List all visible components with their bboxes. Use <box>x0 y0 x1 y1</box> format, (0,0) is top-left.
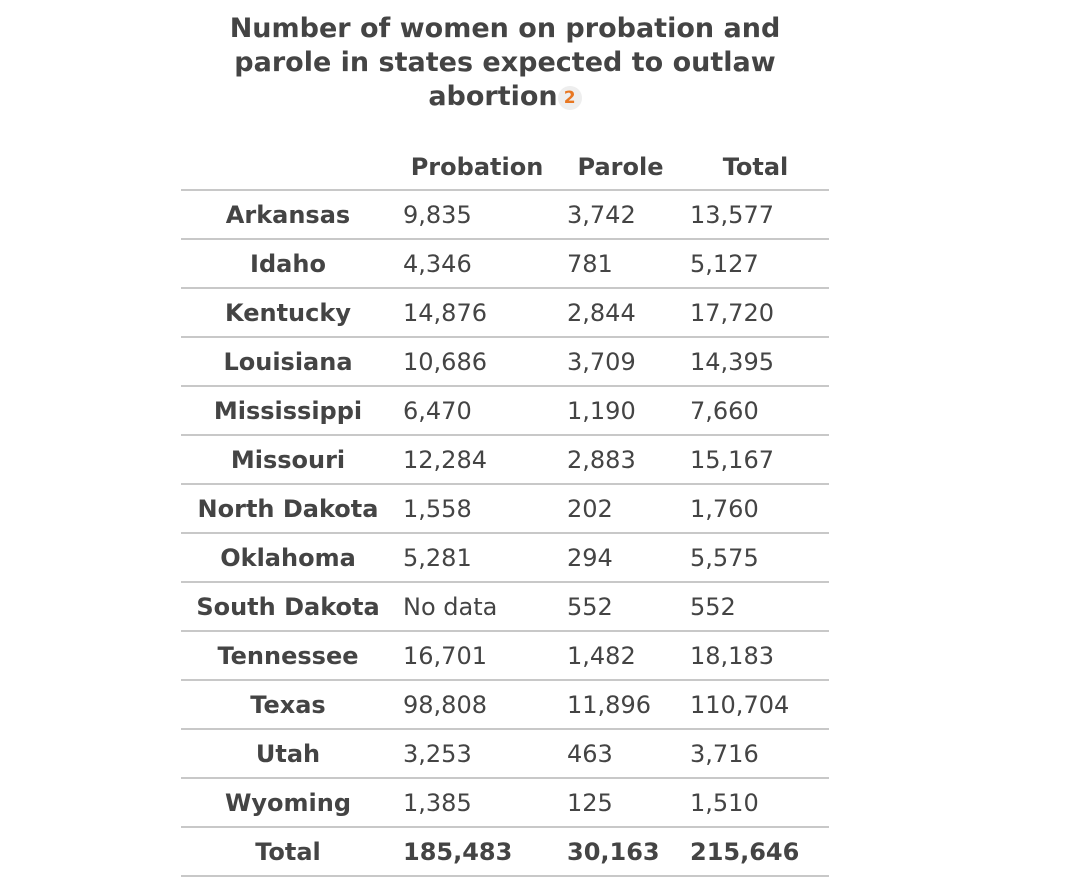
table-body: Arkansas 9,835 3,742 13,577 Idaho 4,346 781 5,1… <box>181 190 829 877</box>
state-cell: Utah <box>181 729 395 779</box>
state-cell: Idaho <box>181 239 395 289</box>
value-cell: 9,835 <box>395 190 559 240</box>
value-cell: 13,577 <box>682 190 829 240</box>
value-cell: 16,701 <box>395 631 559 681</box>
state-cell: Texas <box>181 680 395 730</box>
state-cell: Wyoming <box>181 778 395 828</box>
value-cell: 14,876 <box>395 288 559 338</box>
value-cell: 2,844 <box>559 288 682 338</box>
state-cell: Kentucky <box>181 288 395 338</box>
table-row: Mississippi 6,470 1,190 7,660 <box>181 386 829 436</box>
header-cell <box>181 145 395 191</box>
table-row: Texas 98,808 11,896 110,704 <box>181 680 829 730</box>
state-cell: Oklahoma <box>181 533 395 583</box>
value-cell: 110,704 <box>682 680 829 730</box>
value-cell: 1,760 <box>682 484 829 534</box>
value-cell: 5,575 <box>682 533 829 583</box>
value-cell: 1,385 <box>395 778 559 828</box>
value-cell: 125 <box>559 778 682 828</box>
state-cell: Missouri <box>181 435 395 485</box>
value-cell: 3,253 <box>395 729 559 779</box>
state-cell: Mississippi <box>181 386 395 436</box>
value-cell: 552 <box>559 582 682 632</box>
value-cell: 6,470 <box>395 386 559 436</box>
table-row: Arkansas 9,835 3,742 13,577 <box>181 190 829 240</box>
table-row: North Dakota 1,558 202 1,760 <box>181 484 829 534</box>
table-row: South Dakota No data 552 552 <box>181 582 829 632</box>
value-cell: 463 <box>559 729 682 779</box>
state-cell: Total <box>181 827 395 877</box>
state-cell: Arkansas <box>181 190 395 240</box>
value-cell: 12,284 <box>395 435 559 485</box>
value-cell: 5,127 <box>682 239 829 289</box>
state-cell: Louisiana <box>181 337 395 387</box>
table-row: Louisiana 10,686 3,709 14,395 <box>181 337 829 387</box>
value-cell: 552 <box>682 582 829 632</box>
value-cell: 1,482 <box>559 631 682 681</box>
value-cell: 3,709 <box>559 337 682 387</box>
value-cell: 98,808 <box>395 680 559 730</box>
value-cell: 1,558 <box>395 484 559 534</box>
value-cell: 2,883 <box>559 435 682 485</box>
state-cell: South Dakota <box>181 582 395 632</box>
header-cell: Probation <box>395 145 559 191</box>
value-cell: 3,742 <box>559 190 682 240</box>
title: Number of women on probation and parole … <box>229 13 781 112</box>
value-cell: 185,483 <box>395 827 559 877</box>
value-cell: 5,281 <box>395 533 559 583</box>
data-table: Probation Parole Total Arkansas 9,835 3,742 1… <box>181 145 829 877</box>
value-cell: 18,183 <box>682 631 829 681</box>
value-cell: No data <box>395 582 559 632</box>
table-row: Missouri 12,284 2,883 15,167 <box>181 435 829 485</box>
header-row: Probation Parole Total <box>181 145 829 191</box>
value-cell: 781 <box>559 239 682 289</box>
value-cell: 7,660 <box>682 386 829 436</box>
value-cell: 294 <box>559 533 682 583</box>
value-cell: 1,510 <box>682 778 829 828</box>
value-cell: 4,346 <box>395 239 559 289</box>
value-cell: 14,395 <box>682 337 829 387</box>
value-cell: 202 <box>559 484 682 534</box>
value-cell: 10,686 <box>395 337 559 387</box>
value-cell: 30,163 <box>559 827 682 877</box>
title-block: Number of women on probation and parole … <box>200 12 810 114</box>
table-row: Kentucky 14,876 2,844 17,720 <box>181 288 829 338</box>
value-cell: 215,646 <box>682 827 829 877</box>
table-row: Oklahoma 5,281 294 5,575 <box>181 533 829 583</box>
table-row: Idaho 4,346 781 5,127 <box>181 239 829 289</box>
value-cell: 11,896 <box>559 680 682 730</box>
value-cell: 15,167 <box>682 435 829 485</box>
state-cell: Tennessee <box>181 631 395 681</box>
value-cell: 1,190 <box>559 386 682 436</box>
header-cell: Total <box>682 145 829 191</box>
header-cell: Parole <box>559 145 682 191</box>
state-cell: North Dakota <box>181 484 395 534</box>
table-row: Tennessee 16,701 1,482 18,183 <box>181 631 829 681</box>
footnote-marker[interactable]: 2 <box>557 86 582 110</box>
table-row: Wyoming 1,385 125 1,510 <box>181 778 829 828</box>
table-row: Utah 3,253 463 3,716 <box>181 729 829 779</box>
value-cell: 17,720 <box>682 288 829 338</box>
table-row: Total 185,483 30,163 215,646 <box>181 827 829 877</box>
value-cell: 3,716 <box>682 729 829 779</box>
